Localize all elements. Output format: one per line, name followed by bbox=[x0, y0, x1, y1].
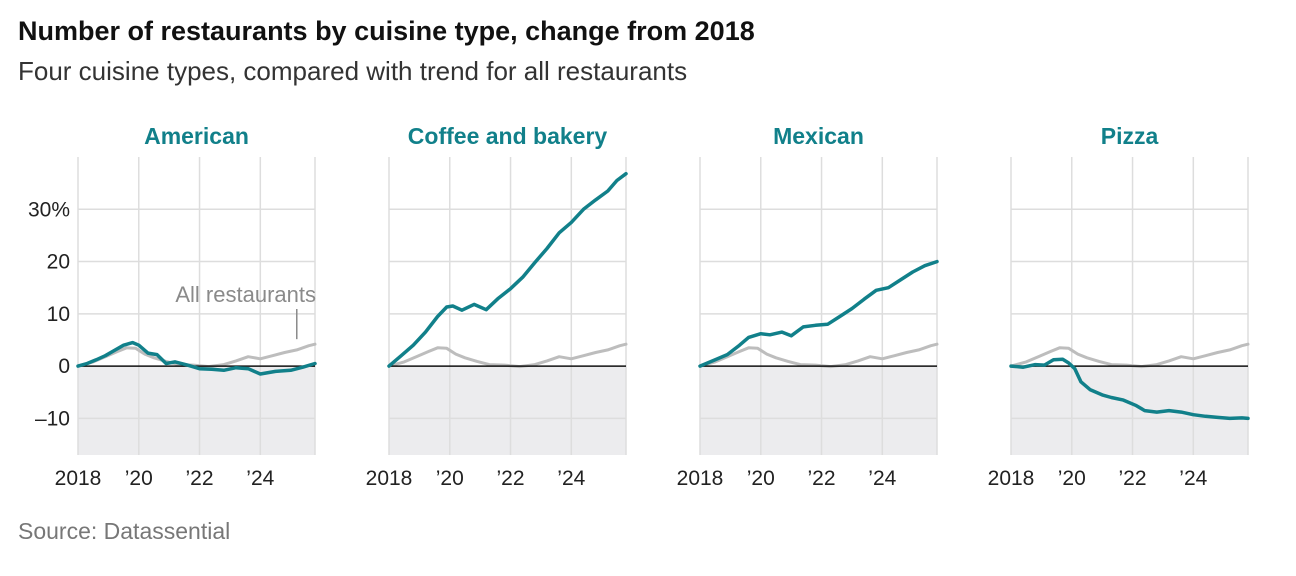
x-tick-label: ’22 bbox=[808, 467, 836, 490]
annotation-all-restaurants: All restaurants bbox=[175, 282, 316, 307]
negative-region-mexican bbox=[700, 366, 937, 455]
x-tick-label: ’20 bbox=[125, 467, 153, 490]
all-restaurants-line-coffee-and-bakery bbox=[387, 342, 628, 369]
panel-title-pizza: Pizza bbox=[1101, 123, 1159, 149]
series-line-pizza bbox=[1009, 357, 1250, 421]
x-tick-label: ’20 bbox=[436, 467, 464, 490]
x-tick-label: 2018 bbox=[677, 467, 724, 490]
series-line-american bbox=[76, 340, 317, 376]
all-restaurants-line-pizza bbox=[1009, 342, 1250, 369]
chart-subtitle: Four cuisine types, compared with trend … bbox=[18, 56, 688, 86]
x-tick-label: 2018 bbox=[55, 467, 102, 490]
y-tick-label: 20 bbox=[47, 251, 70, 274]
all-restaurants-line-american bbox=[76, 342, 317, 369]
x-tick-label: ’20 bbox=[1058, 467, 1086, 490]
x-tick-label: ’24 bbox=[1179, 467, 1207, 490]
x-tick-label: ’22 bbox=[186, 467, 214, 490]
x-tick-label: 2018 bbox=[366, 467, 413, 490]
x-tick-label: ’20 bbox=[747, 467, 775, 490]
source-note: Source: Datassential bbox=[18, 518, 231, 544]
y-tick-label: –10 bbox=[35, 407, 70, 430]
negative-region-pizza bbox=[1011, 366, 1248, 455]
negative-region-coffee-and-bakery bbox=[389, 366, 626, 455]
x-tick-label: 2018 bbox=[988, 467, 1035, 490]
negative-region-american bbox=[78, 366, 315, 455]
x-tick-label: ’24 bbox=[557, 467, 585, 490]
panel-title-coffee-and-bakery: Coffee and bakery bbox=[408, 123, 608, 149]
y-tick-label: 30% bbox=[28, 198, 70, 221]
x-tick-label: ’24 bbox=[246, 467, 274, 490]
x-tick-label: ’22 bbox=[1119, 467, 1147, 490]
y-tick-label: 0 bbox=[58, 355, 70, 378]
x-tick-label: ’22 bbox=[497, 467, 525, 490]
panel-title-american: American bbox=[144, 123, 249, 149]
all-restaurants-line-mexican bbox=[698, 342, 939, 369]
chart-title: Number of restaurants by cuisine type, c… bbox=[18, 16, 755, 46]
y-tick-label: 10 bbox=[47, 303, 70, 326]
panel-title-mexican: Mexican bbox=[773, 123, 864, 149]
x-tick-label: ’24 bbox=[868, 467, 896, 490]
series-line-coffee-and-bakery bbox=[387, 171, 628, 368]
series-line-mexican bbox=[698, 259, 939, 368]
